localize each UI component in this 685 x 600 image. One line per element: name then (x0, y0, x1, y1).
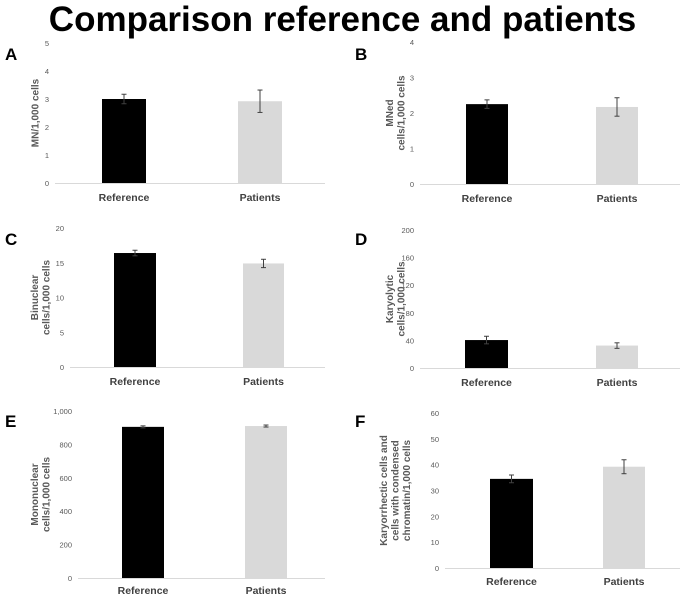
y-axis-label-line: cells/1,000 cells (396, 75, 407, 151)
y-tick-label: 15 (56, 259, 64, 268)
category-label: Patients (246, 585, 287, 597)
bar-reference (490, 478, 533, 568)
y-tick-label: 0 (45, 179, 49, 188)
panel-letter: C (5, 230, 17, 249)
panel-letter: E (5, 412, 16, 431)
y-tick-label: 10 (56, 294, 64, 303)
y-axis-label-line: chromatin/1,000 cells (402, 439, 413, 541)
y-tick-label: 40 (431, 461, 439, 470)
bar-reference (465, 340, 508, 368)
y-tick-label: 4 (410, 38, 414, 47)
y-axis-label-line: Karyolytic (385, 274, 396, 323)
bar-reference (466, 104, 508, 184)
y-tick-label: 80 (406, 309, 414, 318)
y-axis-label-line: cells/1,000 cells (41, 260, 52, 336)
y-axis-label-line: MNed (385, 99, 396, 126)
bar-patients (596, 106, 638, 184)
y-tick-label: 1 (45, 151, 49, 160)
bar-patients (243, 263, 284, 367)
bar-patients (238, 101, 282, 183)
y-axis-label-line: cells with condensed (391, 440, 402, 541)
y-axis-label-line: cells/1,000 cells (41, 457, 52, 533)
y-tick-label: 120 (401, 281, 414, 290)
bar-patients (596, 345, 638, 368)
bar-reference (114, 253, 156, 367)
bar-reference (122, 426, 164, 578)
panel-letter: D (355, 230, 367, 249)
chart-panel-a: A 0 1 2 3 4 5 Reference Patients MN/1,000 cells (5, 39, 325, 204)
y-tick-label: 0 (410, 364, 414, 373)
category-label: Patients (597, 377, 638, 389)
y-axis-label: Karyorrhectic cells and cells with conden… (379, 435, 413, 546)
chart-panel-b: B 0 1 2 3 4 Reference Patients MNed cells/1,000 c… (355, 38, 680, 205)
chart-panel-e: E 0 200 400 600 800 1,000 Reference Patients Mono… (5, 407, 325, 597)
y-tick-label: 0 (410, 180, 414, 189)
y-tick-label: 3 (45, 95, 49, 104)
y-axis-label-line: Mononuclear (30, 463, 41, 525)
y-tick-label: 800 (59, 440, 72, 449)
y-axis-label-line: Binuclear (30, 275, 41, 321)
y-tick-label: 10 (431, 538, 439, 547)
y-tick-label: 1,000 (53, 407, 72, 416)
y-tick-label: 5 (45, 39, 49, 48)
y-tick-label: 200 (401, 226, 414, 235)
y-tick-label: 400 (59, 507, 72, 516)
y-tick-label: 20 (431, 512, 439, 521)
category-label: Patients (604, 576, 645, 588)
bar-patients (245, 426, 287, 578)
y-axis-label-line: MN/1,000 cells (31, 78, 42, 147)
y-tick-label: 160 (401, 254, 414, 263)
y-tick-label: 50 (431, 435, 439, 444)
y-axis-label: MN/1,000 cells (31, 78, 42, 147)
category-label: Reference (110, 376, 161, 388)
y-tick-label: 1 (410, 145, 414, 154)
y-tick-label: 5 (60, 328, 64, 337)
y-axis-label: Binuclear cells/1,000 cells (30, 260, 53, 336)
y-axis-label: Mononuclear cells/1,000 cells (30, 457, 53, 533)
y-tick-label: 0 (435, 564, 439, 573)
y-tick-label: 2 (45, 123, 49, 132)
y-tick-label: 0 (60, 363, 64, 372)
bar-reference (102, 99, 146, 183)
category-label: Patients (240, 192, 281, 204)
y-tick-label: 60 (431, 409, 439, 418)
panel-letter: A (5, 45, 17, 64)
chart-panel-c: C 0 5 10 15 20 Reference Patients Binuclear cells… (5, 224, 325, 388)
category-label: Reference (99, 192, 150, 204)
category-label: Reference (461, 377, 512, 389)
y-tick-label: 3 (410, 74, 414, 83)
category-label: Patients (597, 193, 638, 205)
y-axis-label-line: cells/1,000 cells (396, 261, 407, 337)
y-tick-label: 4 (45, 67, 49, 76)
category-label: Patients (243, 376, 284, 388)
panel-letter: F (355, 412, 365, 431)
y-axis-label: MNed cells/1,000 cells (385, 75, 408, 151)
y-tick-label: 0 (68, 574, 72, 583)
category-label: Reference (462, 193, 513, 205)
panel-letter: B (355, 45, 367, 64)
y-tick-label: 200 (59, 541, 72, 550)
category-label: Reference (486, 576, 537, 588)
category-label: Reference (118, 585, 169, 597)
chart-panel-d: D 0 40 80 120 160 200 Reference Patients Karyolyt… (355, 226, 680, 389)
chart-panel-f: F 0 10 20 30 40 50 60 Reference Patients Karyorrhe… (355, 409, 680, 588)
bar-patients (603, 466, 645, 568)
y-tick-label: 20 (56, 224, 64, 233)
y-tick-label: 2 (410, 109, 414, 118)
y-axis-label: Karyolytic cells/1,000 cells (385, 261, 408, 337)
page-title: Comparison reference and patients (48, 0, 637, 39)
y-tick-label: 600 (59, 474, 72, 483)
y-axis-label-line: Karyorrhectic cells and (379, 435, 390, 546)
y-tick-label: 40 (406, 336, 414, 345)
y-tick-label: 30 (431, 487, 439, 496)
